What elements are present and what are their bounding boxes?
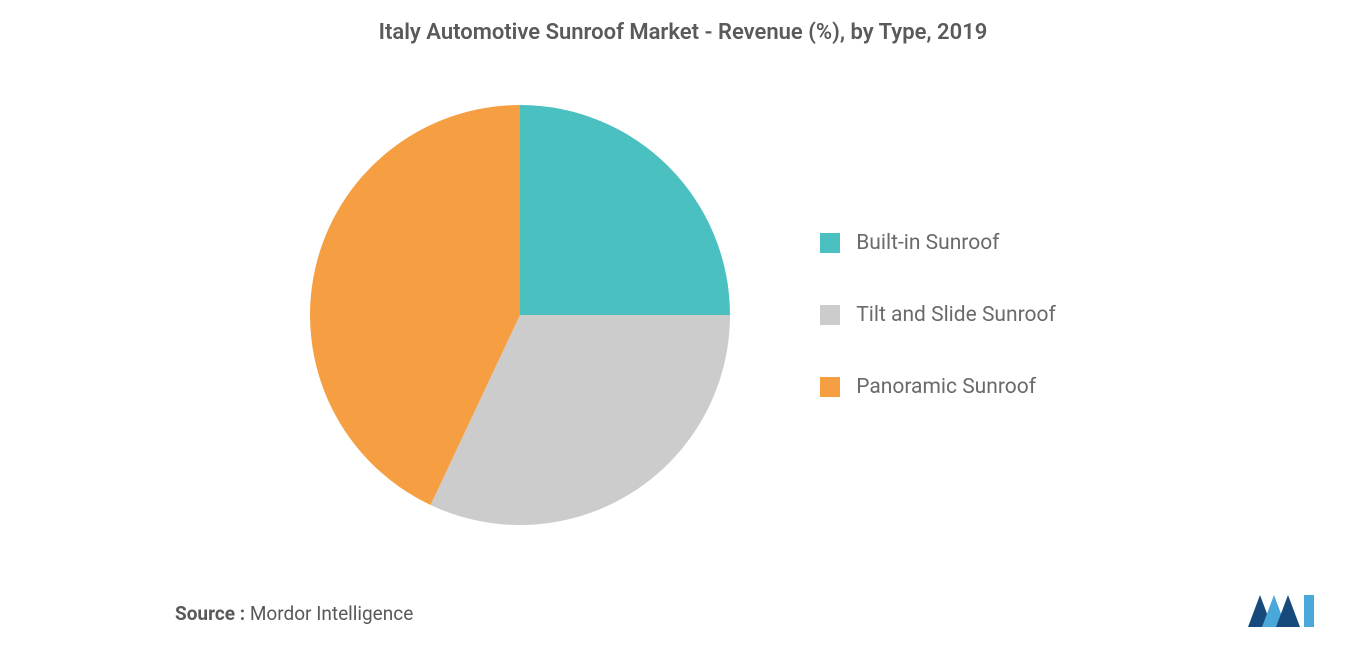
pie-svg [310, 105, 730, 525]
legend-swatch [820, 233, 840, 253]
source-line: Source : Mordor Intelligence [175, 602, 413, 625]
logo-shape-4 [1304, 595, 1314, 627]
legend-label: Panoramic Sunroof [856, 375, 1036, 399]
legend-swatch [820, 305, 840, 325]
chart-title: Italy Automotive Sunroof Market - Revenu… [0, 0, 1366, 55]
brand-logo [1248, 587, 1318, 633]
pie-slice-0 [520, 105, 730, 315]
legend-swatch [820, 377, 840, 397]
source-label: Source : [175, 602, 245, 625]
pie-chart [310, 105, 730, 525]
legend-item-2: Panoramic Sunroof [820, 375, 1056, 399]
source-value: Mordor Intelligence [250, 602, 413, 625]
legend-item-0: Built-in Sunroof [820, 231, 1056, 255]
legend: Built-in Sunroof Tilt and Slide Sunroof Pa… [820, 231, 1056, 399]
legend-label: Tilt and Slide Sunroof [856, 303, 1056, 327]
brand-logo-svg [1248, 587, 1318, 633]
chart-container: Built-in Sunroof Tilt and Slide Sunroof Pa… [0, 55, 1366, 575]
legend-item-1: Tilt and Slide Sunroof [820, 303, 1056, 327]
legend-label: Built-in Sunroof [856, 231, 999, 255]
